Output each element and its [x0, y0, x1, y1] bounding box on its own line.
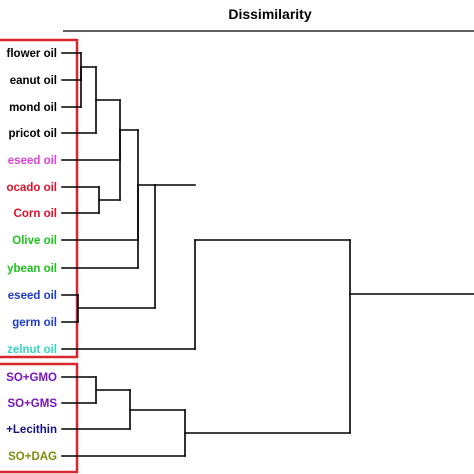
leaf-label: SO+GMO: [6, 372, 57, 384]
leaf-label: SO+DAG: [8, 451, 57, 463]
leaf-label: ybean oil: [7, 263, 57, 275]
leaf-label: eseed oil: [8, 155, 57, 167]
leaf-labels: flower oil eanut oil mond oil pricot oil ese…: [6, 48, 57, 463]
cluster-box-oils: [0, 38, 79, 359]
leaf-label: eseed oil: [8, 290, 57, 302]
leaf-label: +Lecithin: [6, 424, 57, 436]
leaf-label: flower oil: [7, 48, 57, 60]
leaf-label: eanut oil: [10, 75, 57, 87]
leaf-label: germ oil: [12, 317, 57, 329]
cluster-box-blends: [0, 362, 79, 474]
leaf-label: pricot oil: [8, 128, 57, 140]
leaf-label: mond oil: [9, 102, 57, 114]
chart-title: Dissimilarity: [228, 6, 311, 22]
dendrogram-branches: [61, 52, 474, 457]
leaf-label: Olive oil: [12, 235, 57, 247]
leaf-label: ocado oil: [7, 182, 57, 194]
leaf-label: Corn oil: [14, 208, 57, 220]
leaf-label: zelnut oil: [7, 344, 57, 356]
leaf-label: SO+GMS: [7, 398, 57, 410]
